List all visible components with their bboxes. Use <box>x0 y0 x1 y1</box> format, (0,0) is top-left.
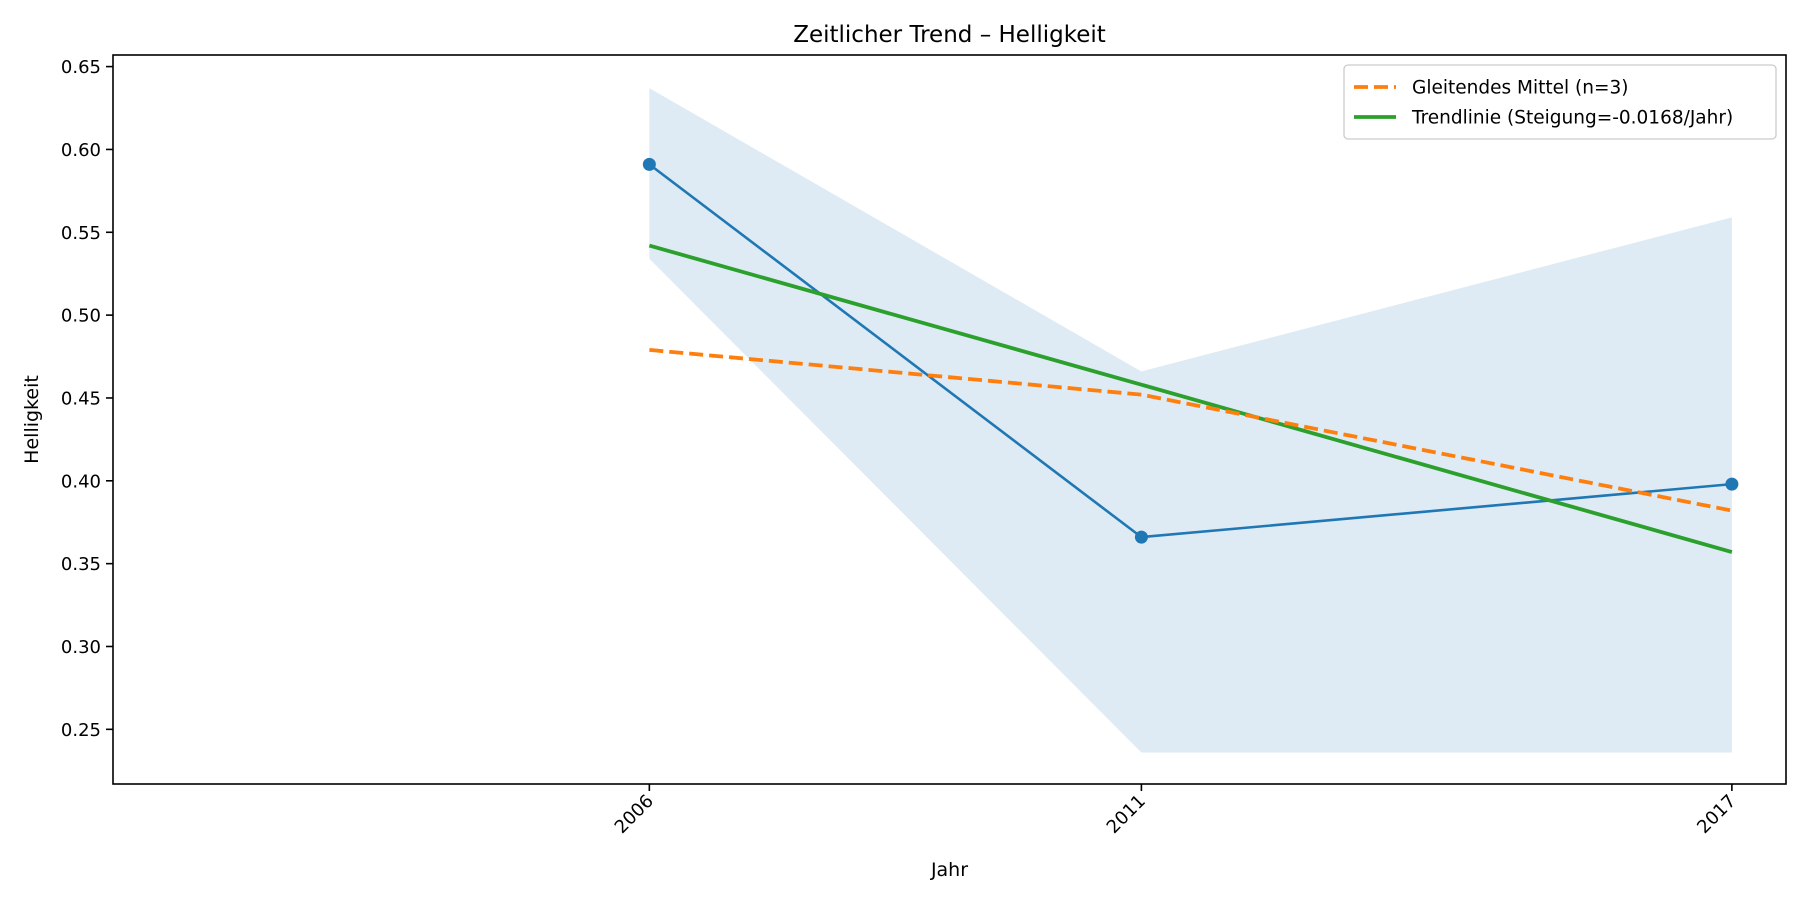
legend: Gleitendes Mittel (n=3) Trendlinie (Steig… <box>1343 64 1777 140</box>
y-tick-label: 0.50 <box>61 306 101 327</box>
confidence-band-layer <box>649 88 1732 753</box>
series-line-moving_avg <box>649 348 1733 513</box>
confidence-band <box>649 88 1732 753</box>
chart-title: Zeitlicher Trend – Helligkeit <box>793 22 1106 48</box>
x-tick-label: 2017 <box>1693 791 1740 838</box>
y-axis-title: Helligkeit <box>21 375 43 464</box>
legend-label-trend: Trendlinie (Steigung=-0.0168/Jahr) <box>1411 108 1733 129</box>
series-line-trend <box>648 243 1733 554</box>
legend-label-moving_avg: Gleitendes Mittel (n=3) <box>1412 78 1628 99</box>
y-tick-label: 0.60 <box>61 140 101 161</box>
data-point-values <box>1725 477 1739 491</box>
data-point-values <box>1134 530 1148 544</box>
data-point-values <box>642 157 656 171</box>
y-tick-label: 0.35 <box>61 554 101 575</box>
legend-box <box>1343 64 1777 140</box>
y-tick-label: 0.30 <box>61 637 101 658</box>
y-tick-label: 0.55 <box>61 223 101 244</box>
series-layer <box>642 157 1739 554</box>
x-tick-label: 2006 <box>611 791 658 838</box>
y-tick-label: 0.45 <box>61 388 101 409</box>
y-tick-label: 0.65 <box>61 57 101 78</box>
x-axis-title: Jahr <box>930 859 968 881</box>
y-tick-label: 0.25 <box>61 720 101 741</box>
x-tick-label: 2011 <box>1103 791 1150 838</box>
y-tick-label: 0.40 <box>61 471 101 492</box>
plot-frame <box>112 54 1787 785</box>
